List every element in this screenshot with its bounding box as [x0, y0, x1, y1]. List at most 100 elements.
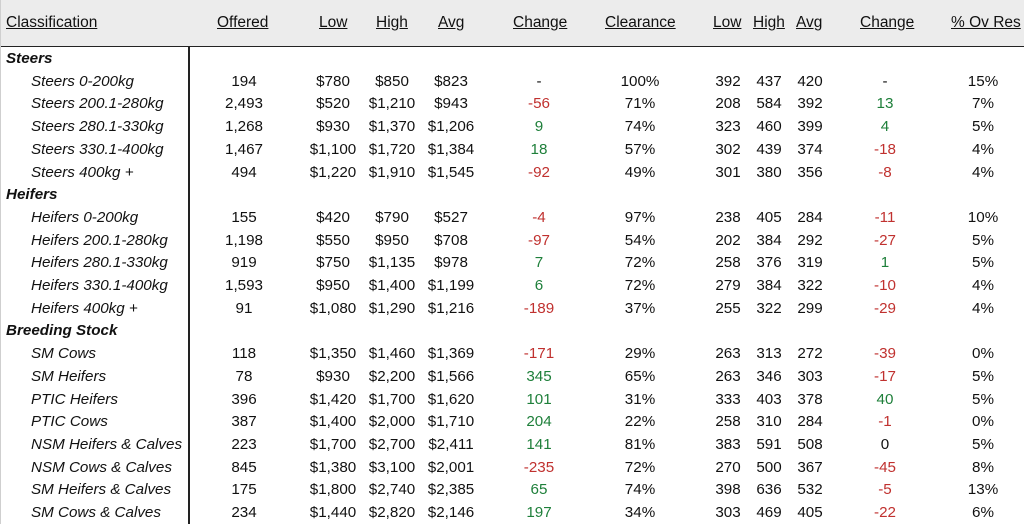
avg2-cell: 356 [797, 163, 823, 181]
clearance-cell: 29% [624, 345, 656, 363]
header-avg[interactable]: Avg [438, 14, 465, 31]
change-cell: -97 [528, 231, 550, 249]
category-label: Breeding Stock [6, 322, 118, 340]
low-cell: $1,400 [309, 413, 357, 431]
header-clearance[interactable]: Clearance [605, 14, 676, 31]
low2-cell: 208 [715, 95, 741, 113]
high-cell: $3,100 [368, 458, 416, 476]
avg-cell: $1,545 [427, 163, 475, 181]
category-row: Breeding Stock [1, 320, 1024, 343]
avg2-cell: 299 [797, 299, 823, 317]
low2-cell: 383 [715, 435, 741, 453]
avg-cell: $1,369 [427, 345, 475, 363]
category-label: Steers [6, 50, 53, 67]
clearance-cell: 74% [624, 118, 656, 136]
low-cell: $1,350 [309, 345, 357, 363]
avg-cell: $978 [434, 254, 468, 272]
low2-cell: 279 [715, 277, 741, 294]
change-cell: 204 [526, 413, 552, 431]
clearance-cell: 72% [624, 458, 656, 476]
high2-cell: 380 [756, 163, 782, 181]
header-avg-cpkg[interactable]: Avg [796, 14, 823, 31]
table-row: Heifers 330.1-400kg 1,593 $950 $1,400 $1,199… [1, 275, 1024, 298]
avg-cell: $708 [434, 231, 468, 249]
header-high[interactable]: High [376, 14, 408, 31]
ov-res-cell: 5% [972, 390, 994, 408]
ov-res-cell: 13% [967, 481, 999, 499]
low-cell: $1,420 [309, 390, 357, 408]
header-change-cpkg[interactable]: Change [860, 14, 915, 31]
table-row: Steers 0-200kg 194 $780 $850 $823 - 100% 392 437… [1, 71, 1024, 94]
avg2-cell: 303 [797, 367, 823, 385]
low-cell: $550 [316, 231, 350, 249]
offered-cell: 175 [231, 481, 257, 499]
avg-cell: $1,216 [427, 299, 475, 317]
table-row: PTIC Heifers 396 $1,420 $1,700 $1,620 101 31% 3… [1, 389, 1024, 412]
ov-res-cell: 0% [972, 413, 994, 431]
avg-cell: $1,206 [427, 118, 475, 136]
classification-cell: Steers 280.1-330kg [31, 118, 164, 136]
clearance-cell: 97% [624, 208, 656, 226]
low2-cell: 303 [715, 504, 741, 521]
offered-cell: 1,268 [224, 118, 264, 136]
classification-cell: SM Cows & Calves [31, 504, 161, 521]
table-row: Steers 280.1-330kg 1,268 $930 $1,370 $1,206 9… [1, 116, 1024, 139]
change2-cell: 0 [880, 435, 890, 453]
classification-cell: SM Heifers [31, 367, 107, 385]
header-change[interactable]: Change [513, 14, 568, 31]
clearance-cell: 57% [624, 140, 656, 158]
avg-cell: $2,146 [427, 504, 475, 521]
low-cell: $950 [316, 277, 350, 294]
avg2-cell: 532 [797, 481, 823, 499]
offered-cell: 845 [231, 458, 257, 476]
classification-cell: Heifers 200.1-280kg [31, 231, 168, 249]
high2-cell: 346 [756, 367, 782, 385]
classification-cell: Heifers 0-200kg [31, 208, 139, 226]
low2-cell: 270 [715, 458, 741, 476]
change2-cell: -22 [874, 504, 896, 521]
avg-cell: $1,620 [427, 390, 475, 408]
header-offered[interactable]: Offered [217, 14, 269, 31]
header-ov-res[interactable]: % Ov Res [951, 14, 1021, 31]
high2-cell: 439 [756, 140, 782, 158]
ov-res-cell: 10% [967, 208, 999, 226]
change2-cell: -27 [874, 231, 896, 249]
offered-cell: 1,593 [224, 277, 264, 294]
avg2-cell: 292 [797, 231, 823, 249]
high2-cell: 591 [756, 435, 782, 453]
avg2-cell: 405 [797, 504, 823, 521]
low-cell: $420 [316, 208, 350, 226]
ov-res-cell: 4% [972, 163, 994, 181]
avg2-cell: 272 [797, 345, 823, 363]
high2-cell: 376 [756, 254, 782, 272]
ov-res-cell: 4% [972, 140, 994, 158]
header-high-cpkg[interactable]: High [753, 14, 785, 31]
change2-cell: 4 [880, 118, 890, 136]
high-cell: $2,820 [368, 504, 416, 521]
avg-cell: $1,566 [427, 367, 475, 385]
avg-cell: $823 [434, 72, 468, 90]
avg2-cell: 374 [797, 140, 823, 158]
avg-cell: $1,384 [427, 140, 475, 158]
header-low-cpkg[interactable]: Low [713, 14, 742, 31]
change-cell: - [536, 72, 542, 90]
change-cell: -189 [523, 299, 555, 317]
change2-cell: -10 [874, 277, 896, 294]
high2-cell: 500 [756, 458, 782, 476]
low2-cell: 238 [715, 208, 741, 226]
table-row: PTIC Cows 387 $1,400 $2,000 $1,710 204 22% 258 3… [1, 411, 1024, 434]
table-row: Steers 400kg + 494 $1,220 $1,910 $1,545 -92 49… [1, 162, 1024, 185]
low-cell: $1,220 [309, 163, 357, 181]
offered-cell: 387 [231, 413, 257, 431]
clearance-cell: 100% [620, 72, 660, 90]
table-row: SM Heifers & Calves 175 $1,800 $2,740 $2,385… [1, 479, 1024, 502]
header-classification[interactable]: Classification [6, 14, 98, 31]
high-cell: $1,290 [368, 299, 416, 317]
clearance-cell: 54% [624, 231, 656, 249]
clearance-cell: 37% [624, 299, 656, 317]
header-low[interactable]: Low [319, 14, 348, 31]
high-cell: $1,400 [368, 277, 416, 294]
avg2-cell: 392 [797, 95, 823, 113]
offered-cell: 1,467 [224, 140, 264, 158]
low-cell: $1,380 [309, 458, 357, 476]
